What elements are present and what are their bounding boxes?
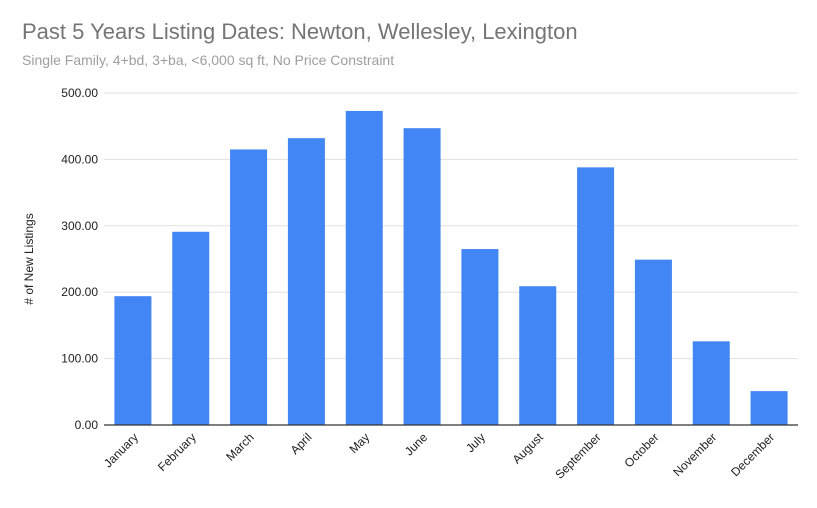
bar-march (230, 149, 268, 425)
y-tick-label: 100.00 (61, 352, 98, 366)
x-tick-label: November (670, 430, 719, 479)
bar-april (287, 138, 325, 426)
bar-may (345, 110, 383, 425)
x-tick-label: May (346, 430, 372, 456)
x-tick-label: September (552, 430, 603, 481)
bar-december (750, 391, 788, 425)
gridlines (104, 92, 798, 360)
y-tick-label: 0.00 (75, 418, 99, 432)
x-tick-label: January (101, 430, 141, 470)
x-tick-label: April (288, 430, 315, 457)
bars (114, 110, 788, 426)
bar-january (114, 296, 152, 425)
x-tick-label: February (155, 430, 199, 474)
y-tick-label: 300.00 (61, 219, 98, 233)
x-tick-label: October (621, 430, 661, 470)
bar-august (519, 286, 557, 425)
bar-october (634, 259, 672, 425)
x-tick-label: December (728, 430, 777, 479)
bar-november (692, 341, 730, 425)
bar-february (172, 231, 210, 425)
chart-title: Past 5 Years Listing Dates: Newton, Well… (22, 19, 578, 44)
x-tick-label: August (510, 430, 547, 467)
chart-subtitle: Single Family, 4+bd, 3+ba, <6,000 sq ft,… (22, 52, 395, 68)
bar-june (403, 128, 441, 425)
y-tick-label: 400.00 (61, 152, 98, 166)
bar-september (577, 167, 615, 426)
x-axis-ticks: January February March April May June July Augu… (101, 430, 777, 482)
bar-july (461, 249, 499, 425)
x-tick-label: June (402, 430, 431, 459)
y-tick-label: 200.00 (61, 285, 98, 299)
x-tick-label: March (223, 430, 256, 463)
y-tick-label: 500.00 (61, 86, 98, 100)
y-axis-ticks: 0.00 100.00 200.00 300.00 400.00 500.00 (61, 86, 98, 432)
y-axis-label: # of New Listings (22, 213, 36, 304)
x-tick-label: July (463, 430, 488, 455)
